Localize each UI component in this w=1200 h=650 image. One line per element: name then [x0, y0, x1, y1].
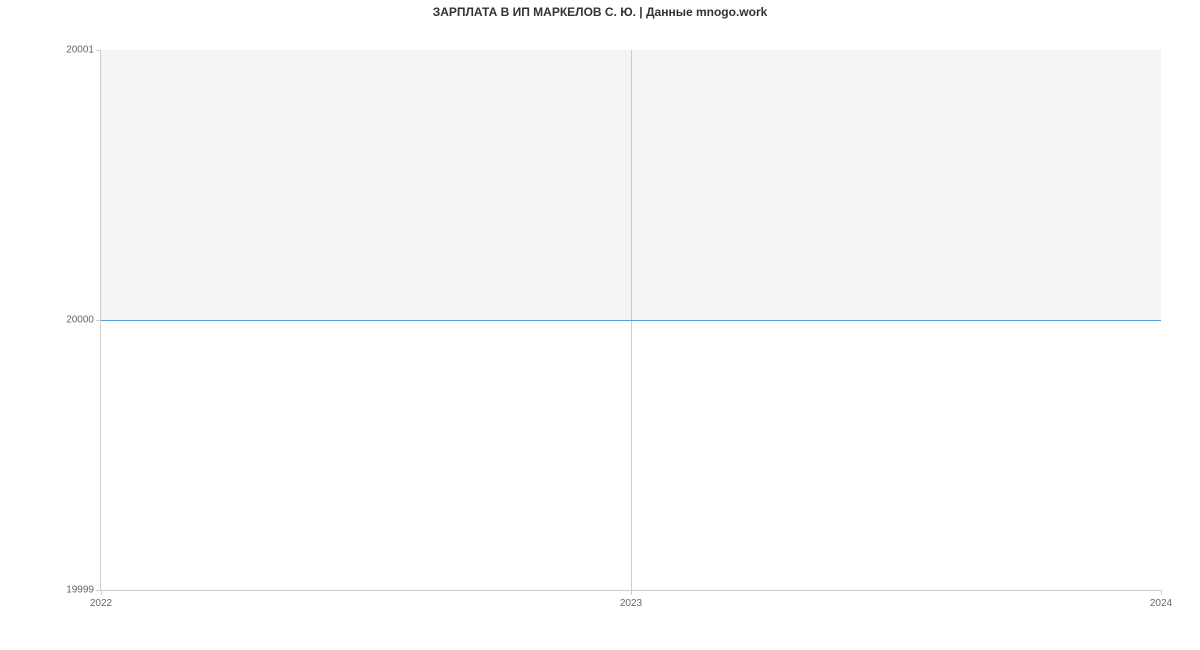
x-tick-label: 2023: [620, 598, 642, 609]
x-tick-mark: [101, 590, 102, 595]
series-line-salary: [101, 320, 1161, 321]
x-tick-mark: [1161, 590, 1162, 595]
x-tick-label: 2022: [90, 598, 112, 609]
plot-area: 202220232024: [100, 50, 1161, 591]
x-tick-mark: [631, 590, 632, 595]
y-tick-label: 19999: [66, 585, 94, 596]
y-tick-mark: [96, 50, 101, 51]
salary-chart: ЗАРПЛАТА В ИП МАРКЕЛОВ С. Ю. | Данные mn…: [0, 0, 1200, 650]
x-tick-label: 2024: [1150, 598, 1172, 609]
y-tick-mark: [96, 590, 101, 591]
y-tick-label: 20001: [66, 45, 94, 56]
chart-title: ЗАРПЛАТА В ИП МАРКЕЛОВ С. Ю. | Данные mn…: [0, 5, 1200, 19]
y-tick-label: 20000: [66, 315, 94, 326]
